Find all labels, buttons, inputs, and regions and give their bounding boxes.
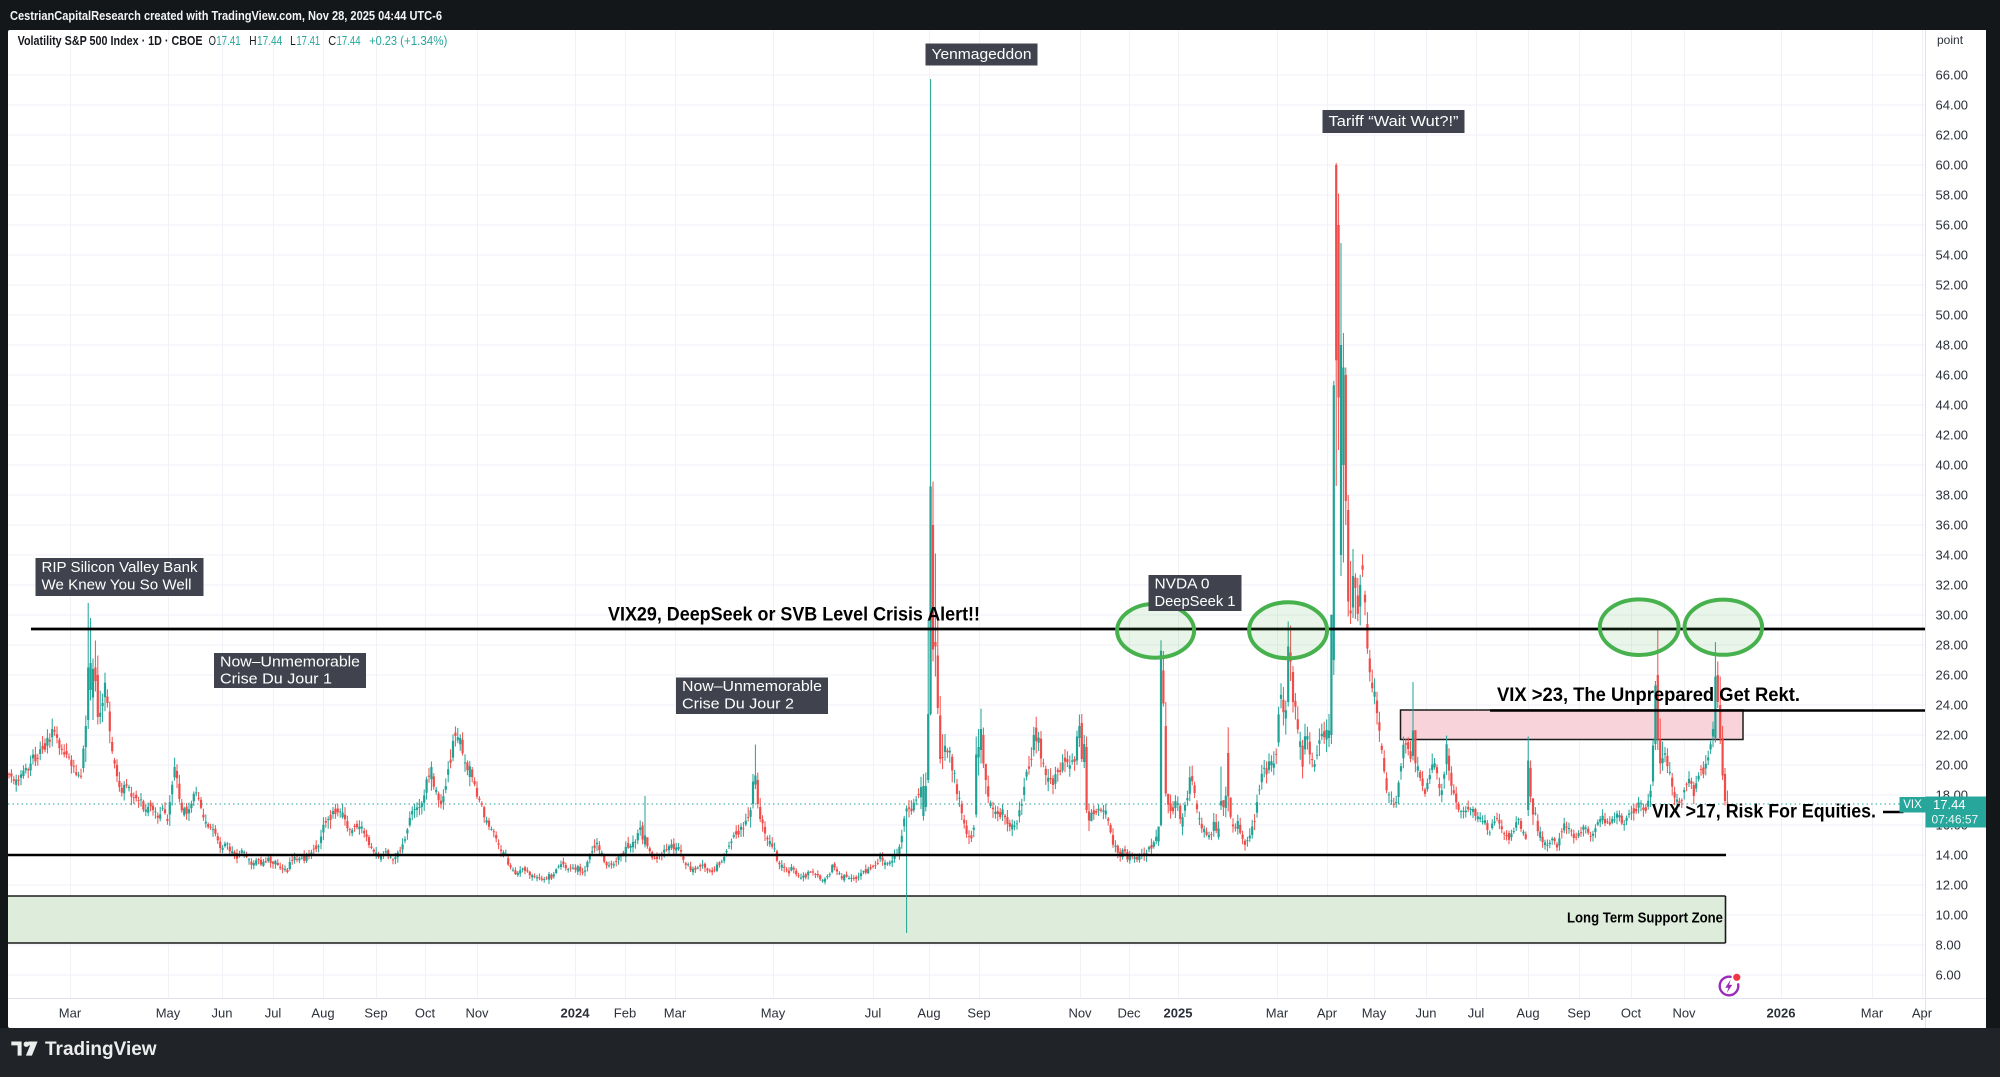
svg-text:VIX >17, Risk For Equities.: VIX >17, Risk For Equities. [1652, 802, 1876, 823]
svg-text:30.00: 30.00 [1936, 608, 1969, 623]
svg-text:66.00: 66.00 [1936, 68, 1969, 83]
svg-text:26.00: 26.00 [1936, 668, 1969, 683]
svg-text:(+1.34%): (+1.34%) [400, 34, 447, 48]
svg-text:Jul: Jul [865, 1006, 882, 1021]
svg-text:Aug: Aug [1516, 1006, 1539, 1021]
svg-text:Jul: Jul [1468, 1006, 1485, 1021]
svg-text:Jun: Jun [1416, 1006, 1437, 1021]
svg-text:Tariff “Wait Wut?!”: Tariff “Wait Wut?!” [1329, 113, 1459, 130]
svg-text:Aug: Aug [917, 1006, 940, 1021]
svg-text:May: May [761, 1006, 786, 1021]
svg-text:54.00: 54.00 [1936, 248, 1969, 263]
svg-text:17.41: 17.41 [296, 34, 320, 48]
svg-text:64.00: 64.00 [1936, 98, 1969, 113]
svg-text:+0.23: +0.23 [369, 34, 397, 48]
svg-text:22.00: 22.00 [1936, 728, 1969, 743]
svg-text:Sep: Sep [1567, 1006, 1590, 1021]
svg-text:42.00: 42.00 [1936, 428, 1969, 443]
svg-text:Mar: Mar [1861, 1006, 1884, 1021]
svg-text:Crise Du Jour 2: Crise Du Jour 2 [682, 696, 794, 713]
svg-text:May: May [156, 1006, 181, 1021]
svg-text:2024: 2024 [561, 1006, 591, 1021]
svg-text:2026: 2026 [1767, 1006, 1796, 1021]
svg-text:CestrianCapitalResearch create: CestrianCapitalResearch created with Tra… [10, 8, 442, 23]
svg-text:Now–Unmemorable: Now–Unmemorable [220, 653, 360, 670]
svg-text:60.00: 60.00 [1936, 158, 1969, 173]
svg-text:Jun: Jun [212, 1006, 233, 1021]
svg-text:Nov: Nov [1068, 1006, 1092, 1021]
svg-text:Sep: Sep [967, 1006, 990, 1021]
svg-text:44.00: 44.00 [1936, 398, 1969, 413]
svg-text:07:46:57: 07:46:57 [1932, 813, 1979, 827]
svg-text:VIX >23, The Unprepared Get Re: VIX >23, The Unprepared Get Rekt. [1497, 685, 1800, 706]
svg-text:Now–Unmemorable: Now–Unmemorable [682, 678, 822, 695]
svg-text:20.00: 20.00 [1936, 758, 1969, 773]
svg-text:Yenmageddon: Yenmageddon [932, 46, 1032, 63]
svg-text:RIP Silicon Valley Bank: RIP Silicon Valley Bank [42, 559, 198, 576]
svg-text:48.00: 48.00 [1936, 338, 1969, 353]
svg-text:28.00: 28.00 [1936, 638, 1969, 653]
svg-text:17.44: 17.44 [1933, 797, 1966, 812]
svg-text:Apr: Apr [1912, 1006, 1933, 1021]
svg-text:Jul: Jul [265, 1006, 282, 1021]
svg-text:H: H [249, 34, 256, 48]
svg-text:NVDA 0: NVDA 0 [1155, 576, 1210, 593]
svg-text:Dec: Dec [1117, 1006, 1141, 1021]
svg-text:We Knew You So Well: We Knew You So Well [42, 577, 192, 594]
svg-text:VIX: VIX [1903, 799, 1922, 811]
svg-text:Long Term Support Zone: Long Term Support Zone [1567, 910, 1723, 927]
svg-text:Oct: Oct [1621, 1006, 1642, 1021]
svg-text:17.41: 17.41 [216, 34, 241, 48]
svg-text:Mar: Mar [59, 1006, 82, 1021]
svg-text:12.00: 12.00 [1936, 878, 1969, 893]
svg-text:Crise Du Jour 1: Crise Du Jour 1 [220, 671, 332, 688]
svg-text:Mar: Mar [664, 1006, 687, 1021]
svg-text:2025: 2025 [1164, 1006, 1193, 1021]
svg-text:TradingView: TradingView [45, 1039, 157, 1060]
svg-text:24.00: 24.00 [1936, 698, 1969, 713]
svg-text:C: C [328, 34, 336, 48]
svg-text:Feb: Feb [614, 1006, 636, 1021]
svg-text:10.00: 10.00 [1936, 908, 1969, 923]
svg-text:point: point [1937, 33, 1964, 47]
svg-text:Oct: Oct [415, 1006, 436, 1021]
svg-text:Nov: Nov [1672, 1006, 1696, 1021]
svg-text:Apr: Apr [1317, 1006, 1338, 1021]
svg-text:Mar: Mar [1266, 1006, 1289, 1021]
svg-text:36.00: 36.00 [1936, 518, 1969, 533]
svg-text:62.00: 62.00 [1936, 128, 1969, 143]
svg-text:VIX29, DeepSeek or SVB Level C: VIX29, DeepSeek or SVB Level Crisis Aler… [608, 605, 980, 626]
svg-text:17.44: 17.44 [257, 34, 282, 48]
svg-text:6.00: 6.00 [1936, 968, 1961, 983]
svg-text:O: O [209, 34, 216, 48]
svg-text:56.00: 56.00 [1936, 218, 1969, 233]
svg-text:Aug: Aug [311, 1006, 334, 1021]
svg-text:May: May [1362, 1006, 1387, 1021]
svg-text:L: L [290, 34, 296, 48]
svg-text:14.00: 14.00 [1936, 848, 1969, 863]
svg-text:Sep: Sep [364, 1006, 387, 1021]
svg-text:32.00: 32.00 [1936, 578, 1969, 593]
svg-text:Volatility S&P 500 Index · 1D: Volatility S&P 500 Index · 1D · CBOE [18, 34, 203, 48]
svg-text:DeepSeek 1: DeepSeek 1 [1155, 593, 1236, 610]
svg-text:Nov: Nov [465, 1006, 489, 1021]
svg-text:50.00: 50.00 [1936, 308, 1969, 323]
svg-text:8.00: 8.00 [1936, 938, 1961, 953]
svg-text:58.00: 58.00 [1936, 188, 1969, 203]
svg-text:52.00: 52.00 [1936, 278, 1969, 293]
svg-text:46.00: 46.00 [1936, 368, 1969, 383]
svg-text:40.00: 40.00 [1936, 458, 1969, 473]
svg-text:17.44: 17.44 [337, 34, 361, 48]
svg-text:38.00: 38.00 [1936, 488, 1969, 503]
svg-text:34.00: 34.00 [1936, 548, 1969, 563]
